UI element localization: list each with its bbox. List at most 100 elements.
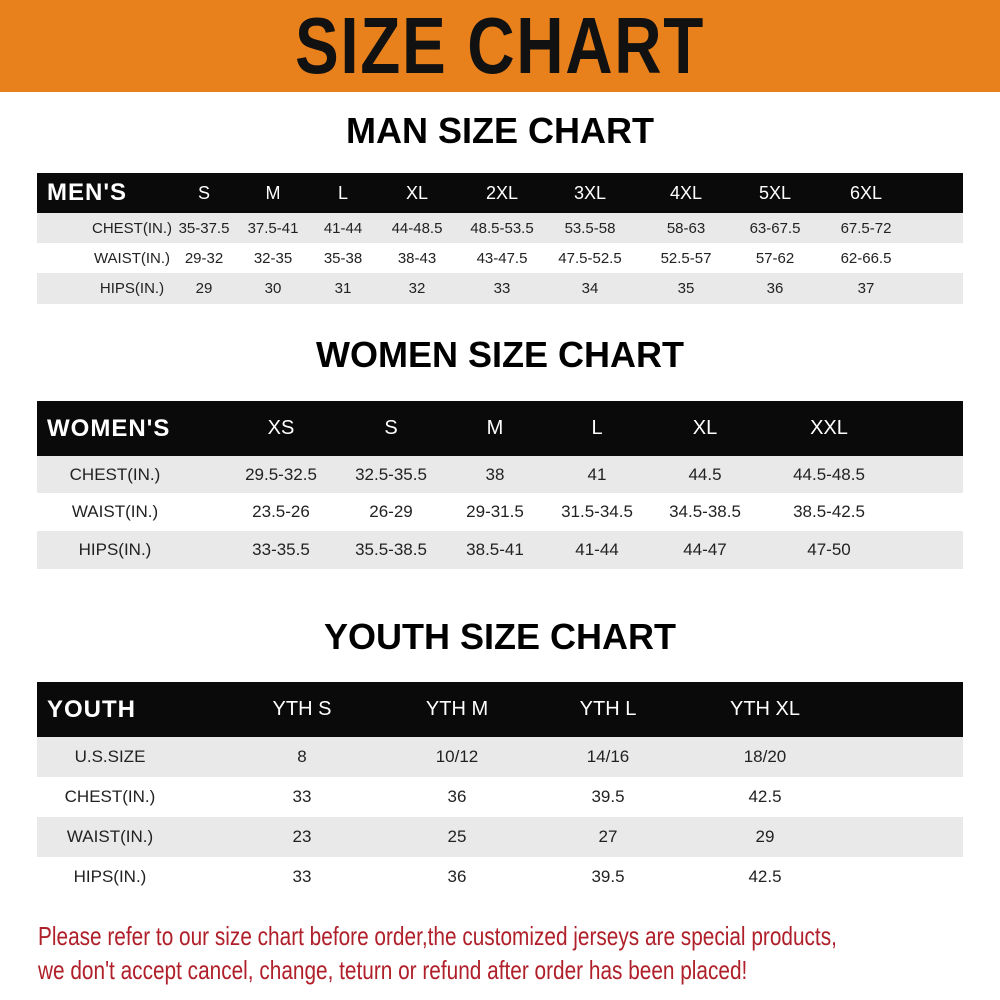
table-cell: 36 [447, 867, 467, 886]
men-size-header: 6XL [849, 182, 883, 203]
youth-size-header: YTH L [579, 698, 637, 720]
row-label: WAIST(IN.) [71, 502, 159, 521]
table-cell: 38.5-41 [466, 540, 524, 559]
table-cell: 44-47 [683, 540, 727, 559]
table-cell: 53.5-58 [564, 219, 616, 237]
table-cell: 26-29 [369, 502, 413, 521]
table-cell: 33-35.5 [252, 540, 310, 559]
table-cell: 14/16 [586, 747, 630, 766]
youth-size-header: YTH M [425, 698, 489, 720]
row-label: U.S.SIZE [74, 747, 146, 766]
notice-line-2: we don't accept cancel, change, teturn o… [38, 955, 748, 985]
men-size-header: 2XL [485, 182, 519, 203]
table-cell: 47.5-52.5 [558, 249, 622, 267]
table-cell: 29-32 [184, 249, 224, 267]
table-cell: 38 [485, 464, 505, 484]
table-cell: 32-35 [253, 249, 293, 267]
table-cell: 33 [493, 280, 511, 297]
women-table-row: WAIST(IN.) 23.5-26 26-29 29-31.5 31.5-34.5 34… [37, 493, 963, 531]
table-cell: 23.5-26 [252, 502, 310, 521]
women-table-row: CHEST(IN.) 29.5-32.5 32.5-35.5 38 41 44.5 44.5… [37, 456, 963, 493]
table-cell: 38-43 [397, 249, 437, 267]
table-cell: 23 [292, 827, 312, 846]
men-size-header: 3XL [573, 182, 607, 203]
men-header-label: MEN'S [47, 179, 128, 206]
table-cell: 39.5 [591, 787, 625, 806]
table-cell: 34 [581, 280, 599, 297]
women-size-header: XL [692, 417, 718, 439]
women-size-header: L [591, 417, 603, 439]
table-cell: 36 [766, 280, 784, 297]
youth-size-header: YTH XL [729, 698, 801, 720]
youth-table-row: HIPS(IN.) 33 36 39.5 42.5 [37, 857, 963, 897]
table-cell: 43-47.5 [476, 249, 528, 267]
table-cell: 29 [755, 827, 775, 846]
table-cell: 44-48.5 [391, 219, 443, 237]
table-cell: 31.5-34.5 [561, 502, 633, 521]
row-label: HIPS(IN.) [73, 867, 147, 886]
notice-line-1: Please refer to our size chart before or… [38, 921, 837, 951]
table-cell: 27 [598, 827, 618, 846]
table-cell: 67.5-72 [840, 219, 892, 237]
table-cell: 32.5-35.5 [355, 464, 427, 484]
row-label: HIPS(IN.) [78, 540, 152, 559]
men-size-header: L [337, 182, 348, 203]
table-cell: 38.5-42.5 [793, 502, 865, 521]
table-cell: 30 [264, 280, 282, 297]
table-cell: 35.5-38.5 [355, 540, 427, 559]
women-section-title: WOMEN SIZE CHART [316, 334, 684, 375]
women-size-header: M [486, 417, 504, 439]
table-cell: 39.5 [591, 867, 625, 886]
table-cell: 32 [408, 280, 426, 297]
size-chart-banner: SIZE CHART [0, 0, 1000, 92]
table-cell: 10/12 [435, 747, 479, 766]
row-label: CHEST(IN.) [64, 787, 156, 806]
table-cell: 35 [677, 280, 695, 297]
women-size-header: S [384, 417, 398, 439]
table-cell: 8 [297, 747, 307, 766]
row-label: CHEST(IN.) [69, 464, 161, 484]
table-cell: 52.5-57 [660, 249, 712, 267]
row-label: HIPS(IN.) [99, 280, 165, 297]
table-cell: 36 [447, 787, 467, 806]
men-size-header: M [265, 182, 281, 203]
table-cell: 35-37.5 [178, 219, 230, 237]
women-size-header: XXL [810, 417, 848, 439]
youth-header-label: YOUTH [47, 695, 136, 723]
men-table-row: HIPS(IN.) 29 30 31 32 33 34 35 36 37 [37, 273, 963, 304]
table-cell: 44.5 [688, 464, 722, 484]
men-table-row: WAIST(IN.) 29-32 32-35 35-38 38-43 43-47.5 47.… [37, 243, 963, 273]
table-cell: 48.5-53.5 [470, 219, 534, 237]
table-cell: 42.5 [748, 787, 782, 806]
men-section-title: MAN SIZE CHART [346, 110, 654, 151]
table-cell: 29-31.5 [466, 502, 524, 521]
women-size-header: XS [267, 417, 295, 439]
table-cell: 35-38 [323, 249, 363, 267]
table-cell: 41-44 [323, 219, 363, 237]
table-cell: 37 [857, 280, 875, 297]
table-cell: 29.5-32.5 [245, 464, 317, 484]
row-label: WAIST(IN.) [93, 249, 171, 267]
men-size-header: XL [405, 182, 429, 203]
table-cell: 44.5-48.5 [793, 464, 865, 484]
youth-header-row: YOUTH YTH S YTH M YTH L YTH XL [37, 682, 963, 737]
table-cell: 41 [587, 464, 607, 484]
women-header-label: WOMEN'S [47, 414, 171, 442]
men-size-header: 5XL [758, 182, 792, 203]
table-cell: 42.5 [748, 867, 782, 886]
men-size-header: S [197, 182, 210, 203]
table-cell: 63-67.5 [749, 219, 801, 237]
table-cell: 57-62 [755, 249, 795, 267]
table-cell: 41-44 [575, 540, 619, 559]
women-table-row: HIPS(IN.) 33-35.5 35.5-38.5 38.5-41 41-44 44-… [37, 531, 963, 569]
row-label: CHEST(IN.) [92, 219, 172, 237]
table-cell: 34.5-38.5 [669, 502, 741, 521]
table-cell: 62-66.5 [840, 249, 892, 267]
youth-table-row: WAIST(IN.) 23 25 27 29 [37, 817, 963, 857]
youth-section-title: YOUTH SIZE CHART [323, 616, 676, 657]
youth-table-row: CHEST(IN.) 33 36 39.5 42.5 [37, 777, 963, 817]
banner-title: SIZE CHART [295, 1, 705, 90]
women-header-row: WOMEN'S XS S M L XL XXL [37, 401, 963, 456]
table-cell: 47-50 [807, 540, 851, 559]
table-cell: 18/20 [743, 747, 787, 766]
